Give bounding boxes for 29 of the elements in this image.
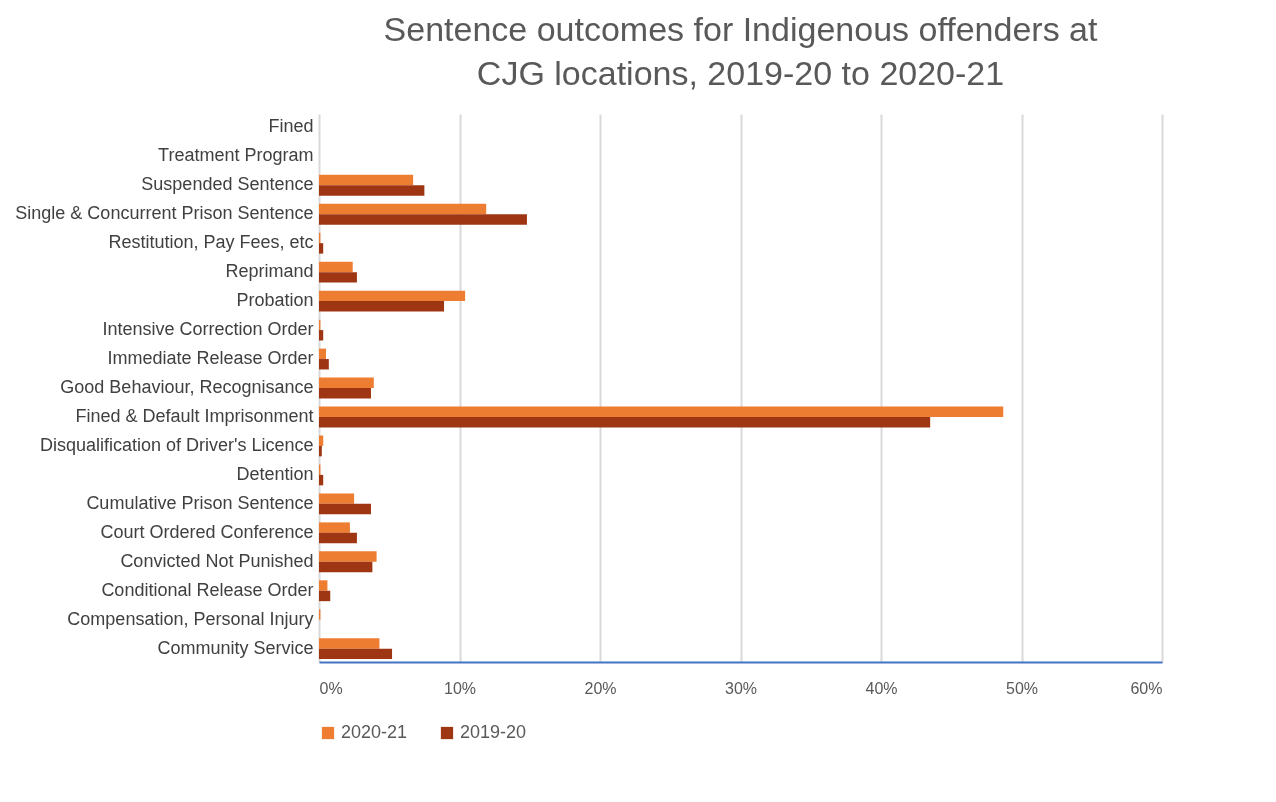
x-tick-label: 30%: [724, 679, 758, 697]
y-tick-label: Intensive Correction Order: [102, 319, 314, 340]
x-tick-label: 50%: [1005, 679, 1039, 697]
y-tick-label: Disqualification of Driver's Licence: [39, 434, 314, 455]
y-tick-label: Community Service: [157, 637, 314, 658]
y-tick-label: Conditional Release Order: [101, 579, 314, 600]
x-tick-label: 60%: [1130, 679, 1163, 697]
y-tick-label: Suspended Sentence: [141, 174, 314, 195]
y-tick-label: Probation: [236, 290, 314, 311]
y-tick-label: Restitution, Pay Fees, etc: [108, 232, 314, 253]
y-tick-label: Convicted Not Punished: [120, 550, 314, 571]
x-tick-label: 20%: [584, 679, 617, 697]
y-tick-label: Treatment Program: [158, 145, 314, 166]
y-tick-label: Good Behaviour, Recognisance: [60, 377, 314, 397]
y-tick-label: Detention: [236, 463, 314, 484]
y-tick-label: Reprimand: [225, 261, 314, 282]
x-tick-label: 40%: [865, 679, 898, 697]
y-tick-label: Single & Concurrent Prison Sentence: [15, 203, 314, 224]
y-tick-label: Cumulative Prison Sentence: [86, 492, 314, 513]
legend-label: 2020-21: [341, 722, 408, 742]
y-tick-label: Court Ordered Conference: [100, 521, 314, 542]
chart-title: Sentence outcomes for Indigenous offenders at CJG locations, 2019-20 to 2020-21: [383, 10, 1098, 92]
legend-label: 2019-20: [460, 722, 527, 742]
x-tick-label: 0%: [319, 679, 343, 697]
x-tick-label: 10%: [443, 679, 477, 697]
y-tick-label: Fined & Default Imprisonment: [75, 405, 314, 426]
y-tick-label: Immediate Release Order: [107, 348, 314, 369]
y-tick-label: Fined: [268, 116, 314, 137]
y-tick-label: Compensation, Personal Injury: [67, 608, 314, 629]
